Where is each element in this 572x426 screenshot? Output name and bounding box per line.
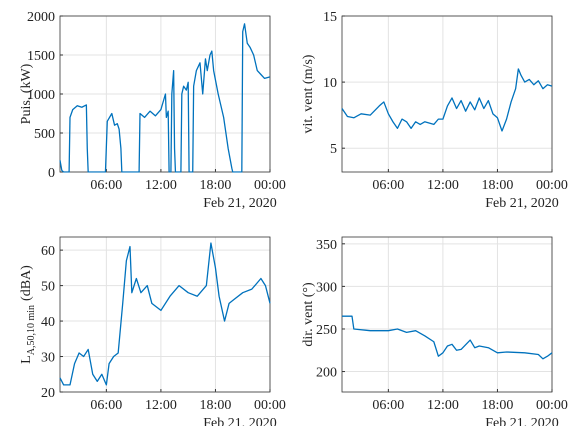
subplot: 06:00 12:00 18:00 00:00 5 10 15 Feb 21, 2020 vit…: [301, 10, 568, 211]
y-tick-label: 30: [41, 351, 55, 366]
y-axis-label-main: dir. vent (°): [301, 282, 316, 347]
axes-box: [59, 236, 271, 393]
axes-box: [341, 236, 553, 393]
x-tick-label: 18:00: [482, 178, 514, 193]
x-tick-label: 00:00: [254, 398, 286, 413]
axes-box: [59, 15, 271, 173]
x-tick-label: 12:00: [427, 178, 459, 193]
y-axis-label: LA,50,10 min (dBA): [19, 265, 37, 364]
x-axis-label: Feb 21, 2020: [203, 416, 277, 426]
y-axis-label-unit: (dBA): [19, 265, 34, 301]
y-tick-label: 60: [41, 244, 55, 259]
subplot: 06:00 12:00 18:00 00:00 20 30 40 50 60 Feb 21, 20…: [19, 236, 286, 426]
x-tick-label: 12:00: [145, 178, 177, 193]
x-tick-label: 18:00: [200, 178, 232, 193]
y-axis-label: vit. vent (m/s): [301, 54, 316, 133]
y-tick-label: 250: [316, 323, 337, 338]
y-tick-label: 350: [316, 238, 337, 253]
x-axis-label: Feb 21, 2020: [485, 416, 559, 426]
x-tick-label: 00:00: [536, 398, 568, 413]
y-tick-label: 0: [48, 166, 55, 181]
y-tick-label: 5: [330, 142, 337, 157]
x-axis-label: Feb 21, 2020: [203, 196, 277, 211]
y-tick-label: 20: [41, 386, 55, 401]
data-line: [60, 24, 270, 172]
y-tick-label: 500: [34, 127, 55, 142]
y-axis-label-main: L: [19, 355, 34, 364]
y-tick-label: 50: [41, 280, 55, 295]
x-tick-label: 18:00: [200, 398, 232, 413]
y-tick-label: 300: [316, 280, 337, 295]
y-tick-label: 40: [41, 315, 55, 330]
x-tick-label: 18:00: [482, 398, 514, 413]
subplot: 06:00 12:00 18:00 00:00 200 250 300 350 Feb 21, …: [301, 236, 568, 426]
data-line: [342, 69, 552, 131]
axes-box: [341, 15, 553, 173]
x-tick-label: 06:00: [372, 398, 404, 413]
x-tick-label: 00:00: [536, 178, 568, 193]
x-tick-label: 06:00: [90, 398, 122, 413]
data-line: [342, 316, 552, 359]
y-axis-label-main: Puis. (kW): [19, 63, 34, 124]
y-axis-label: Puis. (kW): [19, 63, 34, 124]
y-axis-label: dir. vent (°): [301, 282, 316, 347]
y-axis-label-main: vit. vent (m/s): [301, 54, 316, 133]
y-tick-label: 1000: [27, 88, 55, 103]
x-tick-label: 12:00: [145, 398, 177, 413]
x-tick-label: 00:00: [254, 178, 286, 193]
data-line: [60, 243, 270, 385]
x-tick-label: 06:00: [372, 178, 404, 193]
y-tick-label: 15: [323, 10, 337, 25]
y-tick-label: 10: [323, 76, 337, 91]
y-tick-label: 1500: [27, 49, 55, 64]
x-tick-label: 06:00: [90, 178, 122, 193]
x-axis-label: Feb 21, 2020: [485, 196, 559, 211]
x-tick-label: 12:00: [427, 398, 459, 413]
y-axis-label-sub: A,50,10 min: [26, 305, 37, 355]
y-tick-label: 200: [316, 366, 337, 381]
y-tick-label: 2000: [27, 10, 55, 25]
subplot: 06:00 12:00 18:00 00:00 0 500 1000 1500 2000 Feb …: [19, 10, 286, 211]
